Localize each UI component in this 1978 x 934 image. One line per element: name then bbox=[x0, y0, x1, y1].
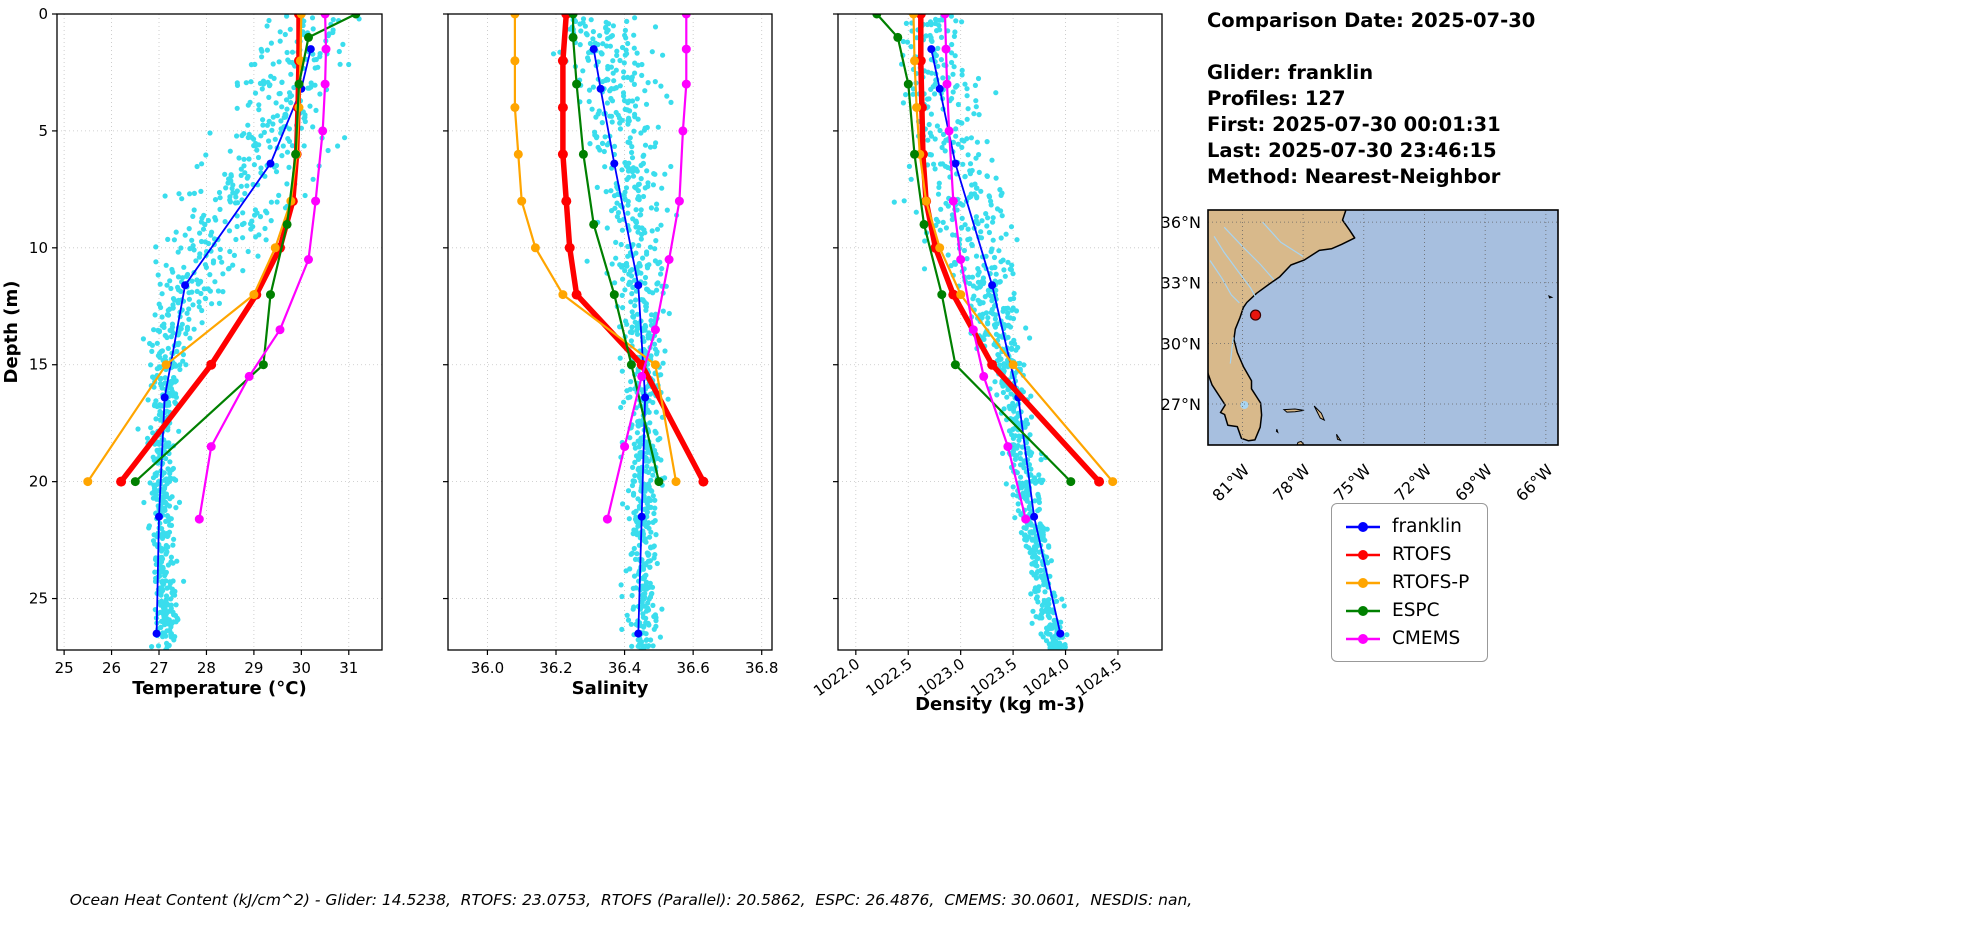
RTOFS-markers bbox=[557, 14, 709, 487]
island bbox=[1282, 408, 1305, 413]
y-tick-label: 15 bbox=[29, 356, 48, 374]
temperature-panel: 25 26 27 28 29 30 31 0 5 10 15 20 25 Temperature (°C)… bbox=[1, 5, 383, 699]
glider-observations bbox=[135, 14, 362, 650]
lon-tick-label: 66°W bbox=[1512, 460, 1557, 505]
glider-location-marker bbox=[1249, 309, 1262, 321]
comparison-date: Comparison Date: 2025-07-30 bbox=[1207, 9, 1536, 32]
legend-label: CMEMS bbox=[1392, 628, 1461, 649]
lon-tick-label: 72°W bbox=[1391, 460, 1436, 505]
density-axis-label: Density (kg m-3) bbox=[915, 694, 1085, 715]
legend-line-sample bbox=[1346, 577, 1380, 588]
island bbox=[1313, 405, 1326, 422]
location-map: 36°N 33°N 30°N 27°N 81°W 78°W 75°W 72°W 69°W 66°W bbox=[1161, 209, 1559, 505]
x-tick-label: 28 bbox=[197, 659, 216, 677]
legend-label: RTOFS-P bbox=[1392, 572, 1470, 593]
x-tick-label: 36.6 bbox=[676, 659, 709, 677]
lake bbox=[1240, 400, 1249, 409]
x-tick-label: 29 bbox=[244, 659, 263, 677]
salinity-axis-label: Salinity bbox=[572, 678, 649, 699]
x-tick-label: 30 bbox=[292, 659, 311, 677]
x-tick-label: 36.8 bbox=[745, 659, 778, 677]
legend-label: franklin bbox=[1392, 516, 1462, 537]
lon-tick-label: 69°W bbox=[1451, 460, 1496, 505]
salinity-panel: 36.0 36.2 36.4 36.6 36.8 Salinity bbox=[443, 13, 778, 699]
river bbox=[1229, 337, 1234, 364]
x-tick-label: 36.2 bbox=[539, 659, 572, 677]
legend-item-franklin: franklin bbox=[1344, 514, 1469, 539]
y-tick-label: 10 bbox=[29, 239, 48, 257]
island bbox=[1296, 440, 1305, 445]
x-tick-label: 27 bbox=[149, 659, 168, 677]
CMEMS-profile-line bbox=[606, 14, 688, 521]
river bbox=[1213, 235, 1257, 298]
x-tick-label: 36.0 bbox=[471, 659, 504, 677]
lon-tick-label: 75°W bbox=[1330, 460, 1375, 505]
lat-tick-label: 30°N bbox=[1161, 334, 1201, 353]
ESPC-markers bbox=[872, 14, 1076, 487]
info-spacer bbox=[1207, 34, 1535, 60]
coastline-land bbox=[1208, 210, 1356, 442]
lat-tick-label: 27°N bbox=[1161, 395, 1201, 414]
info-panel: Comparison Date: 2025-07-30 Glider: fran… bbox=[1207, 8, 1535, 190]
y-tick-label: 0 bbox=[38, 5, 48, 23]
method: Method: Nearest-Neighbor bbox=[1207, 165, 1501, 188]
river bbox=[1262, 221, 1304, 258]
legend-line-sample bbox=[1346, 605, 1380, 616]
legend-item-espc: ESPC bbox=[1344, 598, 1469, 623]
legend-label: RTOFS bbox=[1392, 544, 1452, 565]
island bbox=[1275, 429, 1279, 434]
river bbox=[1223, 226, 1275, 281]
island bbox=[1336, 434, 1342, 442]
legend-line-sample bbox=[1346, 521, 1380, 532]
glider-name: Glider: franklin bbox=[1207, 61, 1374, 84]
x-tick-label: 31 bbox=[339, 659, 358, 677]
x-tick-label: 25 bbox=[55, 659, 74, 677]
density-panel: 1022.0 1022.5 1023.0 1023.5 1024.0 1024.5Dens… bbox=[810, 13, 1163, 715]
depth-axis-label: Depth (m) bbox=[1, 281, 22, 384]
ESPC-markers bbox=[568, 14, 664, 487]
lon-tick-label: 78°W bbox=[1269, 460, 1314, 505]
last-profile-time: Last: 2025-07-30 23:46:15 bbox=[1207, 139, 1497, 162]
ESPC-profile-line bbox=[572, 14, 660, 483]
lon-tick-label: 81°W bbox=[1209, 460, 1254, 505]
legend-label: ESPC bbox=[1392, 600, 1440, 621]
x-tick-label: 1022.0 bbox=[810, 655, 863, 700]
CMEMS-markers bbox=[194, 14, 331, 524]
RTOFS-P-markers bbox=[510, 14, 681, 487]
CMEMS-markers bbox=[602, 14, 691, 524]
x-tick-label: 26 bbox=[102, 659, 121, 677]
island bbox=[1548, 294, 1554, 299]
legend-item-cmems: CMEMS bbox=[1344, 626, 1469, 651]
ESPC-profile-line bbox=[875, 14, 1072, 483]
ESPC-markers bbox=[130, 14, 361, 487]
legend: franklin RTOFS RTOFS-P ESPC CMEMS bbox=[1331, 503, 1489, 662]
legend-line-sample bbox=[1346, 549, 1380, 560]
CMEMS-profile-line bbox=[198, 14, 328, 521]
legend-item-rtofs: RTOFS bbox=[1344, 542, 1469, 567]
x-tick-label: 1022.5 bbox=[863, 655, 916, 700]
y-tick-label: 25 bbox=[29, 590, 48, 608]
ohc-caption: Ocean Heat Content (kJ/cm^2) - Glider: 1… bbox=[69, 891, 1193, 909]
first-profile-time: First: 2025-07-30 00:01:31 bbox=[1207, 113, 1501, 136]
franklin-markers bbox=[589, 45, 650, 638]
lat-tick-label: 33°N bbox=[1161, 274, 1201, 293]
x-tick-label: 36.4 bbox=[608, 659, 641, 677]
profile-charts: 25 26 27 28 29 30 31 0 5 10 15 20 25 Temperature (°C)… bbox=[1, 5, 1163, 715]
legend-item-rtofs-p: RTOFS-P bbox=[1344, 570, 1469, 595]
y-tick-label: 5 bbox=[38, 122, 48, 140]
legend-line-sample bbox=[1346, 633, 1380, 644]
CMEMS-profile-line bbox=[943, 14, 1027, 521]
y-tick-label: 20 bbox=[29, 473, 48, 491]
lat-tick-label: 36°N bbox=[1161, 213, 1201, 232]
temperature-axis-label: Temperature (°C) bbox=[132, 678, 306, 699]
profiles-count: Profiles: 127 bbox=[1207, 87, 1346, 110]
CMEMS-markers bbox=[940, 14, 1031, 524]
river bbox=[1209, 260, 1240, 304]
